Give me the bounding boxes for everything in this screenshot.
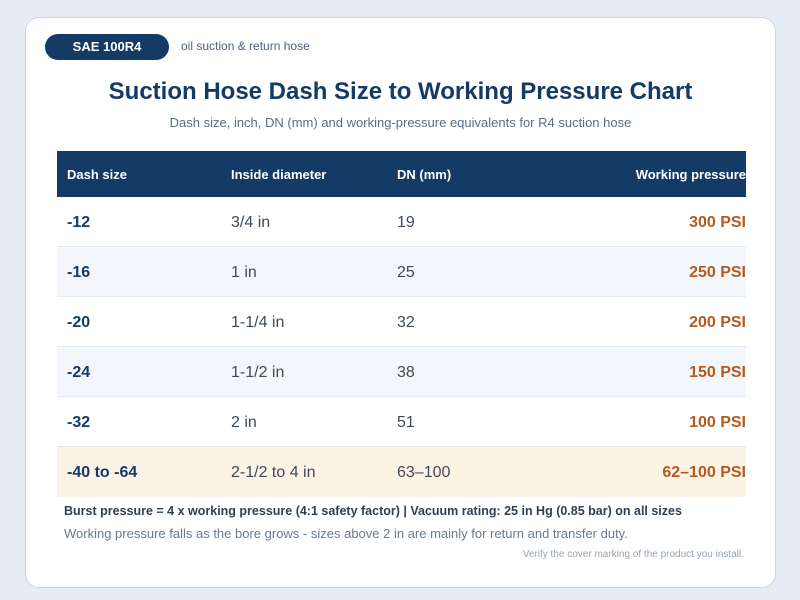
working-pressure-cell: 200 PSI bbox=[689, 314, 746, 331]
verify-note: Verify the cover marking of the product … bbox=[522, 549, 744, 560]
working-pressure-cell: 150 PSI bbox=[689, 364, 746, 381]
chart-card: SAE 100R4 oil suction & return hose Suct… bbox=[25, 17, 776, 588]
page-title: Suction Hose Dash Size to Working Pressu… bbox=[108, 78, 693, 105]
burst-pressure-note: Burst pressure = 4 x working pressure (4… bbox=[64, 504, 682, 518]
header-dn: DN (mm) bbox=[397, 167, 452, 182]
dash-size-cell: -20 bbox=[67, 314, 91, 331]
dn-cell: 32 bbox=[397, 314, 415, 331]
table-row: -24 1-1/2 in 38 150 PSI bbox=[57, 347, 746, 397]
dash-size-cell: -12 bbox=[67, 214, 91, 231]
badge-caption: oil suction & return hose bbox=[181, 39, 310, 53]
working-pressure-cell: 62–100 PSI bbox=[662, 464, 746, 481]
dn-cell: 63–100 bbox=[397, 464, 451, 481]
pressure-table: Dash size Inside diameter DN (mm) Workin… bbox=[57, 151, 746, 497]
dash-size-cell: -32 bbox=[67, 414, 91, 431]
inside-diameter-cell: 3/4 in bbox=[231, 214, 271, 231]
working-pressure-cell: 300 PSI bbox=[689, 214, 746, 231]
dash-size-cell: -16 bbox=[67, 264, 91, 281]
table-row: -16 1 in 25 250 PSI bbox=[57, 247, 746, 297]
inside-diameter-cell: 1-1/4 in bbox=[231, 314, 285, 331]
table-header: Dash size Inside diameter DN (mm) Workin… bbox=[57, 151, 746, 197]
inside-diameter-cell: 1 in bbox=[231, 264, 257, 281]
bore-note: Working pressure falls as the bore grows… bbox=[64, 526, 628, 541]
dn-cell: 38 bbox=[397, 364, 415, 381]
header-inside-diameter: Inside diameter bbox=[231, 167, 327, 182]
dash-size-cell: -24 bbox=[67, 364, 91, 381]
header-working-pressure: Working pressure bbox=[635, 167, 746, 182]
dn-cell: 51 bbox=[397, 414, 415, 431]
table-row-highlighted: -40 to -64 2-1/2 to 4 in 63–100 62–100 P… bbox=[57, 447, 746, 497]
header-dash-size: Dash size bbox=[67, 167, 127, 182]
dn-cell: 25 bbox=[397, 264, 415, 281]
table-row: -12 3/4 in 19 300 PSI bbox=[57, 197, 746, 247]
table-row: -20 1-1/4 in 32 200 PSI bbox=[57, 297, 746, 347]
inside-diameter-cell: 2 in bbox=[231, 414, 257, 431]
working-pressure-cell: 100 PSI bbox=[689, 414, 746, 431]
working-pressure-cell: 250 PSI bbox=[689, 264, 746, 281]
dn-cell: 19 bbox=[397, 214, 415, 231]
inside-diameter-cell: 2-1/2 to 4 in bbox=[231, 464, 316, 481]
inside-diameter-cell: 1-1/2 in bbox=[231, 364, 285, 381]
page-subtitle: Dash size, inch, DN (mm) and working-pre… bbox=[169, 115, 632, 130]
dash-size-cell: -40 to -64 bbox=[67, 464, 138, 481]
spec-badge: SAE 100R4 bbox=[45, 34, 169, 60]
table-row: -32 2 in 51 100 PSI bbox=[57, 397, 746, 447]
